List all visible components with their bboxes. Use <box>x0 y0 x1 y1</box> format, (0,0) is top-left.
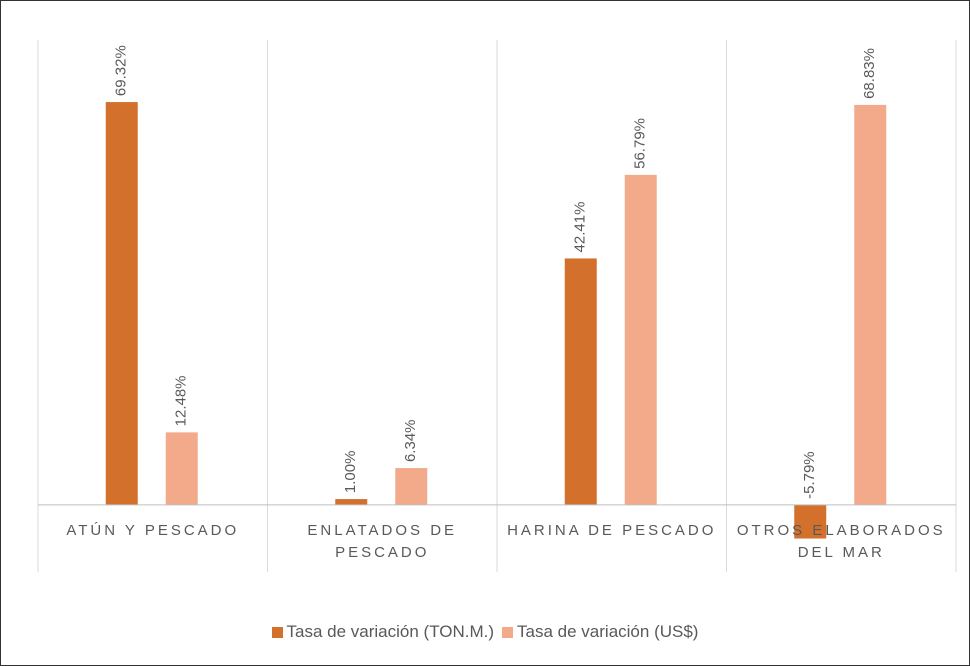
bar <box>564 258 597 505</box>
data-label: 1.00% <box>342 451 359 494</box>
data-label: -5.79% <box>801 451 818 499</box>
bar <box>335 499 368 505</box>
x-tick-label: OTROS ELABORADOS DEL MAR <box>736 521 946 561</box>
x-tick-label: ENLATADOS DE PESCADO <box>307 521 458 561</box>
x-tick-label: HARINA DE PESCADO <box>507 521 717 539</box>
legend-swatch <box>502 626 514 638</box>
x-tick-label: ATÚN Y PESCADO <box>66 521 240 539</box>
legend-swatch <box>271 626 283 638</box>
bar <box>165 432 198 505</box>
legend-label: Tasa de variación (US$) <box>517 622 699 641</box>
legend: Tasa de variación (TON.M.) Tasa de variac… <box>0 622 970 643</box>
data-label: 6.34% <box>402 419 419 462</box>
data-label: 68.83% <box>861 48 878 99</box>
bar <box>794 504 827 539</box>
bar <box>624 174 657 505</box>
bar <box>395 468 428 505</box>
data-label: 42.41% <box>572 202 589 253</box>
data-label: 56.79% <box>632 118 649 169</box>
bar <box>854 104 887 505</box>
legend-label: Tasa de variación (TON.M.) <box>286 622 495 641</box>
data-label: 69.32% <box>113 45 130 96</box>
legend-item: Tasa de variación (TON.M.) <box>271 622 495 642</box>
bar <box>105 102 138 505</box>
data-label: 12.48% <box>173 375 190 426</box>
legend-item: Tasa de variación (US$) <box>502 622 698 642</box>
